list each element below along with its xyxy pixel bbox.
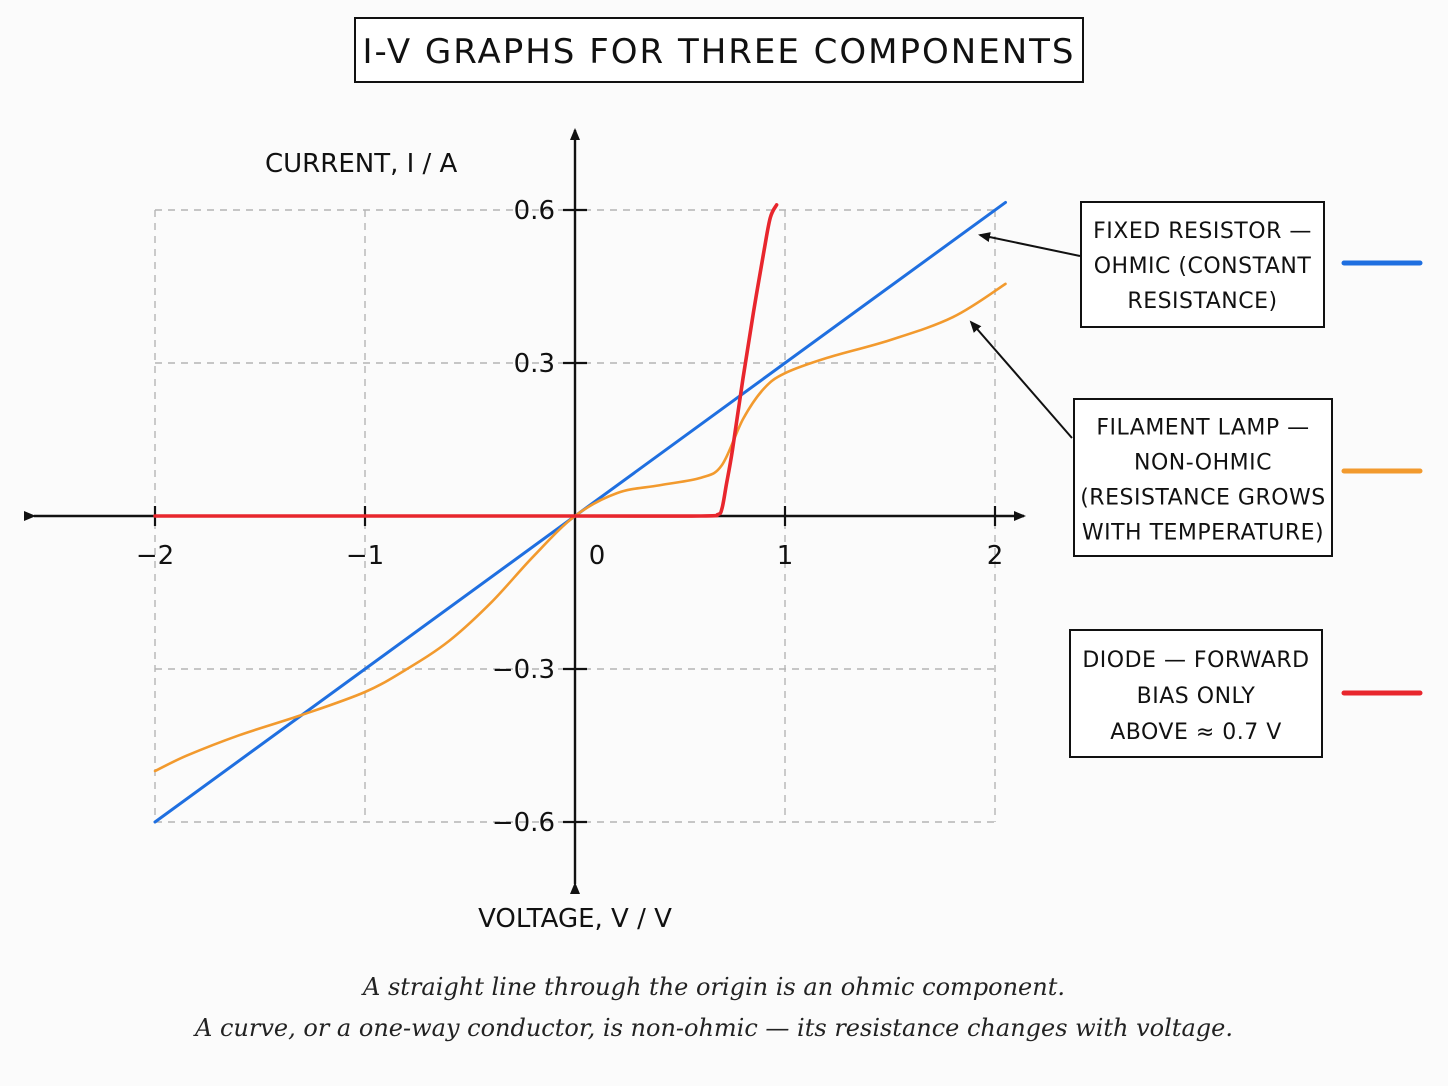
legend-text: OHMIC (CONSTANT	[1094, 254, 1312, 279]
chart-title: I-V GRAPHS FOR THREE COMPONENTS	[363, 32, 1076, 72]
legend-box	[1073, 398, 1333, 557]
y-tick-label: 0.3	[514, 349, 555, 379]
caption-line-1: A straight line through the origin is an…	[361, 973, 1065, 1001]
pointer-arrow-resistor	[978, 232, 1081, 257]
caption-line-2: A curve, or a one-way conductor, is non-…	[193, 1014, 1233, 1042]
legend-text: BIAS ONLY	[1137, 684, 1256, 709]
legend-box	[1080, 201, 1325, 328]
legend-fixed-resistor: FIXED RESISTOR — OHMIC (CONSTANT RESISTANC…	[1080, 201, 1423, 328]
x-tick-label: −1	[346, 541, 384, 571]
pointer-arrow-lamp	[969, 320, 1073, 439]
lamp-line	[153, 282, 1007, 773]
y-tick-label: 0.6	[514, 196, 555, 226]
legend-box	[1069, 629, 1323, 758]
x-tick-label: −2	[136, 541, 174, 571]
legend-filament-lamp: FILAMENT LAMP — NON-OHMIC (RESISTANCE GROW…	[1073, 398, 1423, 557]
legend: FIXED RESISTOR — OHMIC (CONSTANT RESISTANC…	[969, 201, 1423, 758]
y-tick-label: −0.6	[492, 808, 555, 838]
title-box	[354, 17, 1084, 83]
x-tick-label: 2	[987, 541, 1004, 571]
axes	[24, 128, 1026, 894]
legend-diode: DIODE — FORWARD BIAS ONLY ABOVE ≈ 0.7 V	[1069, 629, 1423, 758]
legend-text: DIODE — FORWARD	[1082, 648, 1309, 673]
y-axis-label: CURRENT, I / A	[265, 149, 458, 179]
legend-text: WITH TEMPERATURE)	[1082, 521, 1324, 546]
legend-text: (RESISTANCE GROWS	[1080, 486, 1326, 511]
ticks: −2 −1 0 1 2 −0.6 −0.3 0.3 0.6	[136, 196, 1003, 838]
legend-text: NON-OHMIC	[1134, 451, 1272, 476]
x-tick-label: 1	[777, 541, 794, 571]
legend-text: ABOVE ≈ 0.7 V	[1110, 720, 1282, 745]
y-tick-label: −0.3	[492, 655, 555, 685]
legend-text: RESISTANCE)	[1127, 289, 1277, 314]
legend-text: FILAMENT LAMP —	[1096, 416, 1309, 441]
diode-line	[153, 203, 779, 518]
x-axis-label: VOLTAGE, V / V	[478, 904, 672, 934]
series-lines	[153, 200, 1007, 824]
x-tick-label: 0	[589, 541, 606, 571]
legend-text: FIXED RESISTOR —	[1093, 219, 1312, 244]
